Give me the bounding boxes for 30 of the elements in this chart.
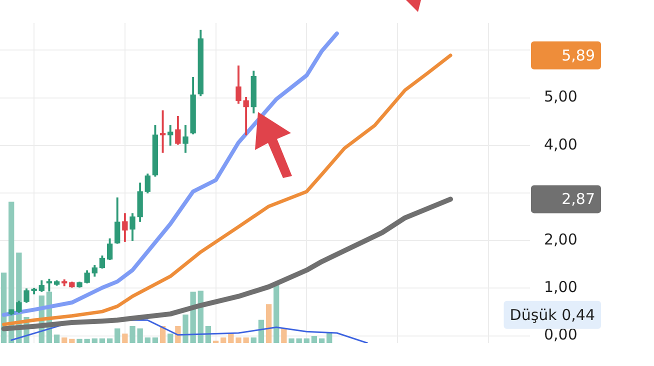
bar <box>311 336 318 343</box>
bar <box>304 338 310 343</box>
y-tick-label: 2,00 <box>544 230 578 249</box>
y-tick-label: 1,00 <box>544 278 578 296</box>
bar <box>114 328 120 343</box>
y-tick-label: 0,00 <box>544 326 578 344</box>
bar <box>258 320 264 343</box>
bar <box>69 338 75 343</box>
bar <box>92 338 98 343</box>
bar <box>250 337 256 343</box>
bar <box>106 338 113 343</box>
text: 5,89 <box>562 46 595 64</box>
bar <box>281 328 287 343</box>
bar <box>54 334 60 343</box>
bar <box>99 338 106 343</box>
y-tick-label: 5,00 <box>544 88 578 106</box>
candlestick <box>160 110 166 153</box>
bar <box>266 304 272 343</box>
bar <box>144 337 150 343</box>
bar <box>318 338 325 343</box>
annotation: Düşük 0,44 <box>510 306 595 324</box>
text: 2,87 <box>562 190 595 208</box>
bar <box>220 337 226 343</box>
bar <box>122 334 128 343</box>
bar <box>62 337 68 343</box>
bar <box>175 326 181 343</box>
bar <box>168 334 174 343</box>
bar <box>152 337 158 343</box>
bar <box>8 202 14 343</box>
y-tick-label: 4,00 <box>544 135 578 154</box>
